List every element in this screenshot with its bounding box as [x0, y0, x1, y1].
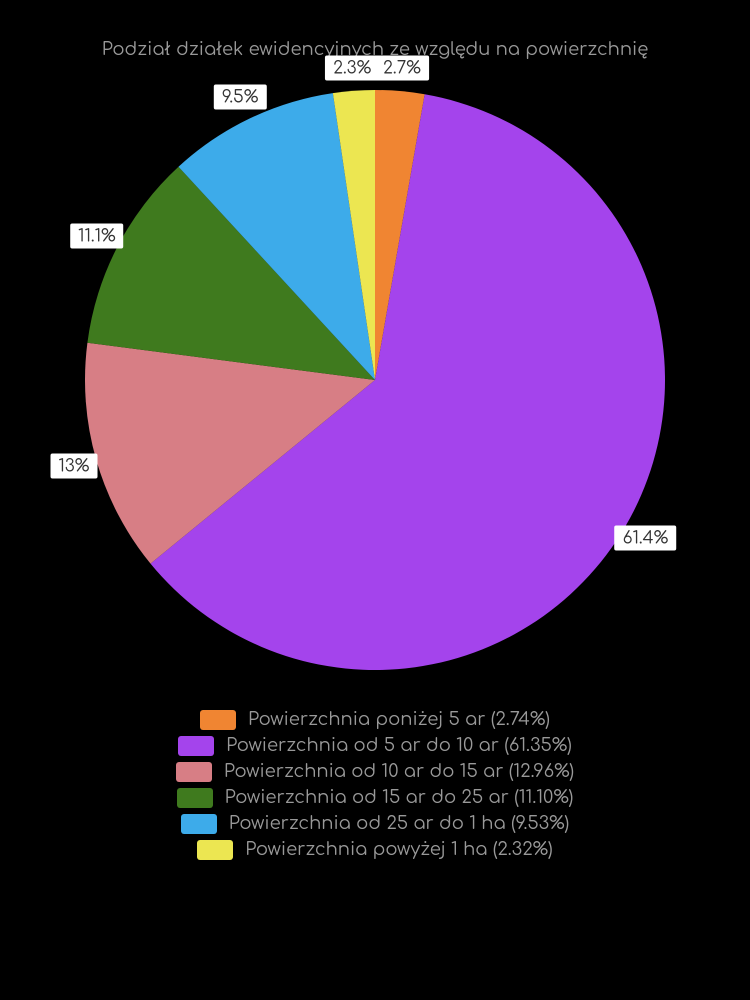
slice-label: 61.4% — [615, 525, 677, 550]
legend-swatch — [177, 788, 213, 808]
legend-item: Powierzchnia od 15 ar do 25 ar (11.10%) — [177, 788, 574, 808]
slice-label: 9.5% — [214, 85, 266, 110]
legend: Powierzchnia poniżej 5 ar (2.74%) Powierz… — [0, 700, 750, 860]
slice-label: 13% — [50, 454, 97, 479]
legend-swatch — [197, 840, 233, 860]
legend-swatch — [176, 762, 212, 782]
chart-title: Podział działek ewidencyjnych ze względu… — [0, 0, 750, 60]
legend-label: Powierzchnia od 5 ar do 10 ar (61.35%) — [226, 736, 572, 756]
pie-chart-container: Podział działek ewidencyjnych ze względu… — [0, 0, 750, 1000]
legend-item: Powierzchnia od 10 ar do 15 ar (12.96%) — [176, 762, 574, 782]
legend-swatch — [178, 736, 214, 756]
pie-wrap: 2.7%61.4%13%11.1%9.5%2.3% — [0, 60, 750, 700]
legend-item: Powierzchnia powyżej 1 ha (2.32%) — [197, 840, 552, 860]
legend-label: Powierzchnia od 10 ar do 15 ar (12.96%) — [224, 762, 574, 782]
slice-label: 2.3% — [325, 55, 379, 80]
legend-label: Powierzchnia powyżej 1 ha (2.32%) — [245, 840, 552, 860]
legend-item: Powierzchnia od 5 ar do 10 ar (61.35%) — [178, 736, 572, 756]
slice-label: 11.1% — [70, 224, 124, 249]
legend-label: Powierzchnia poniżej 5 ar (2.74%) — [248, 710, 550, 730]
legend-label: Powierzchnia od 15 ar do 25 ar (11.10%) — [225, 788, 574, 808]
legend-swatch — [200, 710, 236, 730]
legend-item: Powierzchnia poniżej 5 ar (2.74%) — [200, 710, 550, 730]
legend-swatch — [181, 814, 217, 834]
pie-svg — [83, 88, 667, 672]
legend-item: Powierzchnia od 25 ar do 1 ha (9.53%) — [181, 814, 570, 834]
slice-label: 2.7% — [375, 55, 429, 80]
legend-label: Powierzchnia od 25 ar do 1 ha (9.53%) — [229, 814, 570, 834]
